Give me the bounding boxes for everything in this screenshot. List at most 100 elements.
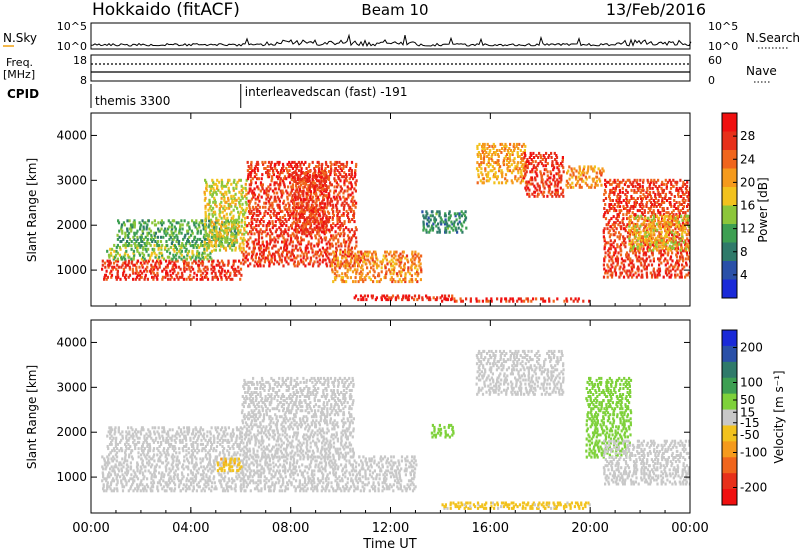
data-cell: [173, 225, 176, 229]
data-cell: [385, 258, 388, 262]
data-cell: [345, 197, 348, 201]
data-cell: [386, 262, 389, 266]
data-cell: [556, 162, 559, 166]
data-cell: [675, 235, 678, 239]
data-cell: [559, 162, 563, 166]
data-cell: [179, 223, 182, 227]
data-cell: [286, 162, 289, 166]
data-cell: [137, 455, 140, 459]
data-cell: [345, 165, 348, 168]
data-cell: [291, 167, 294, 170]
data-cell: [191, 261, 194, 265]
data-cell: [277, 183, 280, 187]
data-cell: [271, 189, 275, 193]
data-cell: [306, 197, 309, 201]
data-cell: [605, 223, 608, 227]
data-cell: [555, 194, 558, 198]
data-cell: [590, 185, 593, 189]
data-cell: [205, 180, 208, 184]
data-cell: [260, 232, 263, 236]
data-cell: [220, 271, 223, 275]
data-cell: [132, 235, 135, 239]
data-cell: [169, 269, 172, 273]
data-cell: [344, 244, 347, 248]
data-cell: [665, 199, 669, 202]
data-cell: [318, 254, 321, 258]
data-cell: [603, 247, 606, 251]
data-cell: [256, 197, 260, 201]
data-cell: [275, 181, 278, 185]
data-cell: [260, 250, 263, 254]
data-cell: [542, 182, 545, 186]
data-cell: [490, 297, 493, 301]
data-cell: [651, 226, 654, 230]
data-cell: [669, 201, 672, 204]
data-cell: [227, 222, 230, 226]
data-cell: [189, 257, 192, 261]
data-cell: [632, 180, 635, 184]
data-cell: [309, 190, 312, 194]
data-cell: [132, 255, 135, 259]
data-cell: [249, 236, 252, 240]
data-cell: [149, 243, 152, 247]
data-cell: [453, 299, 456, 303]
data-cell: [480, 157, 483, 161]
data-cell: [107, 457, 110, 461]
data-cell: [347, 211, 350, 215]
data-cell: [634, 199, 637, 202]
data-cell: [207, 253, 210, 257]
data-cell: [128, 237, 132, 241]
data-cell: [303, 175, 306, 179]
data-cell: [352, 209, 355, 213]
data-cell: [149, 487, 152, 491]
data-cell: [685, 184, 689, 188]
data-cell: [592, 177, 595, 181]
data-cell: [245, 206, 248, 210]
data-cell: [305, 252, 308, 256]
data-cell: [108, 475, 111, 479]
data-cell: [366, 266, 369, 270]
data-cell: [256, 185, 259, 189]
velocity-heatmap: [101, 349, 690, 510]
data-cell: [201, 275, 204, 279]
data-cell: [531, 192, 534, 196]
data-cell: [528, 192, 531, 196]
data-cell: [143, 261, 146, 265]
data-cell: [276, 234, 279, 238]
data-cell: [653, 205, 656, 208]
data-cell: [532, 166, 535, 170]
data-cell: [175, 265, 178, 269]
data-cell: [579, 173, 582, 177]
data-cell: [660, 253, 663, 257]
data-cell: [208, 212, 211, 216]
data-cell: [604, 182, 607, 186]
data-cell: [367, 254, 370, 258]
data-cell: [493, 173, 497, 177]
data-cell: [268, 197, 272, 201]
data-cell: [139, 225, 142, 229]
data-cell: [133, 253, 136, 257]
data-cell: [633, 249, 636, 253]
data-cell: [373, 260, 376, 264]
data-cell: [338, 216, 341, 219]
data-cell: [313, 260, 316, 264]
data-cell: [196, 227, 199, 231]
data-cell: [112, 477, 115, 481]
data-cell: [313, 190, 316, 194]
data-cell: [636, 209, 639, 213]
data-cell: [289, 209, 292, 213]
data-cell: [124, 455, 127, 459]
data-cell: [230, 196, 233, 200]
data-cell: [562, 166, 565, 170]
data-cell: [349, 209, 353, 213]
data-cell: [146, 485, 150, 489]
data-cell: [523, 149, 526, 152]
data-cell: [374, 250, 377, 254]
data-cell: [182, 259, 185, 263]
data-cell: [251, 169, 254, 173]
data-cell: [266, 173, 269, 177]
data-cell: [517, 297, 520, 301]
data-cell: [604, 255, 607, 259]
data-cell: [523, 151, 526, 155]
data-cell: [150, 477, 153, 481]
